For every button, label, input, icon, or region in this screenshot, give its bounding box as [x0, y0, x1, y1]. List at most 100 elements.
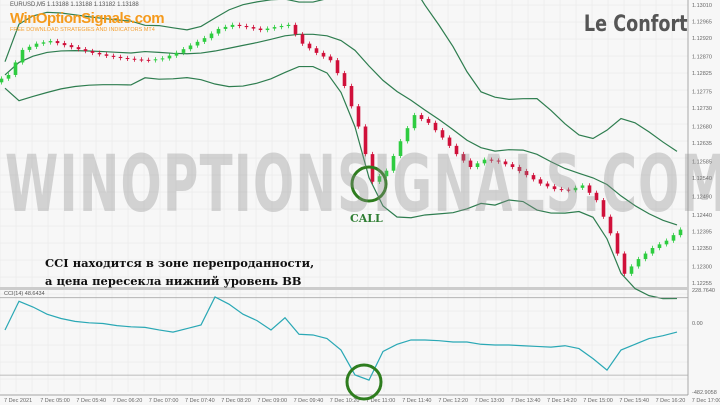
bull-candle — [202, 38, 207, 42]
bull-candle — [657, 244, 662, 249]
bear-candle — [321, 52, 326, 57]
bull-candle — [13, 62, 18, 75]
watermark: WINOPTIONSIGNALS.COM — [5, 140, 720, 230]
bull-candle — [405, 128, 410, 142]
price-tick: 1.12680 — [692, 125, 712, 131]
bull-candle — [0, 78, 4, 83]
bear-candle — [622, 253, 627, 274]
time-tick: 7 Dec 15:00 — [583, 398, 613, 404]
price-tick: 1.12540 — [692, 176, 712, 182]
bull-candle — [475, 163, 480, 168]
bear-candle — [146, 59, 151, 61]
price-tick: 1.12730 — [692, 106, 712, 112]
bull-candle — [678, 229, 683, 236]
bear-candle — [356, 106, 361, 127]
bear-candle — [468, 160, 473, 168]
bull-candle — [664, 240, 669, 245]
bull-candle — [482, 159, 487, 164]
bear-candle — [342, 73, 347, 87]
time-tick: 7 Dec 11:40 — [402, 398, 431, 404]
price-tick: 1.12490 — [692, 194, 712, 200]
bull-candle — [391, 155, 396, 171]
price-tick: 1.12585 — [692, 159, 712, 165]
bull-candle — [265, 28, 270, 31]
bear-candle — [55, 41, 60, 44]
bull-candle — [384, 170, 389, 177]
bear-candle — [335, 60, 340, 74]
price-tick: 1.12920 — [692, 36, 712, 42]
bull-candle — [153, 59, 158, 61]
bear-candle — [328, 56, 333, 61]
cci-line — [4, 296, 678, 381]
bear-candle — [300, 34, 305, 44]
cci-tick: -482.9058 — [692, 390, 717, 396]
bear-candle — [538, 179, 543, 184]
annotation-text: CCI находится в зоне перепроданности, а … — [45, 254, 314, 290]
time-tick: 7 Dec 13:00 — [475, 398, 505, 404]
bull-candle — [48, 41, 53, 43]
price-tick: 1.12870 — [692, 55, 712, 61]
bear-candle — [552, 186, 557, 190]
time-tick: 7 Dec 14:20 — [547, 398, 577, 404]
cci-tick: 228.7640 — [692, 288, 715, 294]
bear-candle — [601, 200, 606, 217]
cci-tick: 0.00 — [692, 321, 703, 327]
bull-candle — [230, 24, 235, 27]
bear-candle — [314, 48, 319, 53]
bear-candle — [258, 28, 263, 31]
annotation-line-2: а цена пересекла нижний уровень BB — [45, 274, 302, 288]
bear-candle — [461, 154, 466, 161]
bear-candle — [69, 45, 74, 48]
annotation-line-1: CCI находится в зоне перепроданности, — [45, 256, 315, 270]
bear-candle — [587, 185, 592, 193]
time-tick: 7 Dec 07:40 — [185, 398, 215, 404]
bear-candle — [62, 43, 67, 46]
bull-candle — [160, 58, 165, 60]
bull-candle — [398, 141, 403, 156]
time-tick: 7 Dec 09:40 — [294, 398, 324, 404]
bear-candle — [510, 164, 515, 168]
signal-circle-price — [350, 165, 388, 203]
bear-candle — [503, 161, 508, 165]
time-tick: 7 Dec 05:40 — [76, 398, 106, 404]
time-tick: 7 Dec 06:20 — [113, 398, 143, 404]
bull-candle — [272, 27, 277, 29]
bb-middle-line — [4, 33, 678, 226]
bear-candle — [608, 216, 613, 234]
bull-candle — [412, 115, 417, 129]
bear-candle — [237, 24, 242, 26]
bear-candle — [125, 58, 130, 60]
bear-candle — [517, 167, 522, 172]
time-tick: 7 Dec 13:40 — [511, 398, 541, 404]
price-tick: 1.12300 — [692, 264, 712, 270]
bull-candle — [27, 46, 32, 50]
bear-candle — [363, 126, 368, 155]
bull-candle — [6, 74, 11, 79]
bull-candle — [181, 49, 186, 53]
strategy-title: Le Confort — [584, 12, 688, 37]
bear-candle — [440, 130, 445, 138]
bull-candle — [636, 259, 641, 267]
bear-candle — [307, 43, 312, 49]
bull-candle — [279, 25, 284, 28]
price-tick: 1.12395 — [692, 229, 712, 235]
bear-candle — [433, 122, 438, 131]
bull-candle — [580, 185, 585, 188]
bear-candle — [251, 27, 256, 29]
time-tick: 7 Dec 2021 — [4, 398, 32, 404]
bull-candle — [671, 235, 676, 241]
panel-separator — [0, 287, 688, 290]
bear-candle — [559, 189, 564, 191]
cci-label: CCI(14) 48.6434 — [4, 291, 45, 297]
time-tick: 7 Dec 07:00 — [149, 398, 179, 404]
bb-upper-line — [4, 0, 678, 152]
bear-candle — [244, 25, 249, 28]
bull-candle — [629, 266, 634, 274]
symbol-info: EURUSD,M5 1.13188 1.13188 1.13182 1.1318… — [10, 2, 139, 8]
bull-candle — [174, 52, 179, 56]
price-tick: 1.12635 — [692, 141, 712, 147]
bull-candle — [209, 33, 214, 39]
bear-candle — [566, 189, 571, 191]
bear-candle — [118, 56, 123, 59]
